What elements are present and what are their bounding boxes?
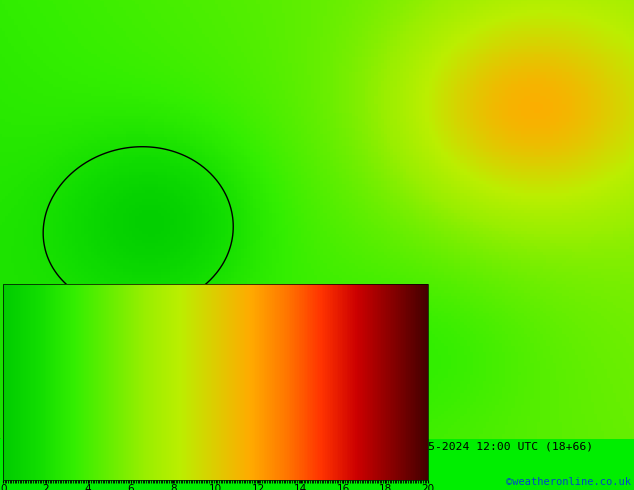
Text: Su 26-05-2024 12:00 UTC (18+66): Su 26-05-2024 12:00 UTC (18+66)	[380, 441, 593, 451]
Text: Height/Temp. 925 hPa mean+σ [gpdm] ECMWF: Height/Temp. 925 hPa mean+σ [gpdm] ECMWF	[3, 441, 278, 451]
Text: ©weatheronline.co.uk: ©weatheronline.co.uk	[506, 477, 631, 488]
